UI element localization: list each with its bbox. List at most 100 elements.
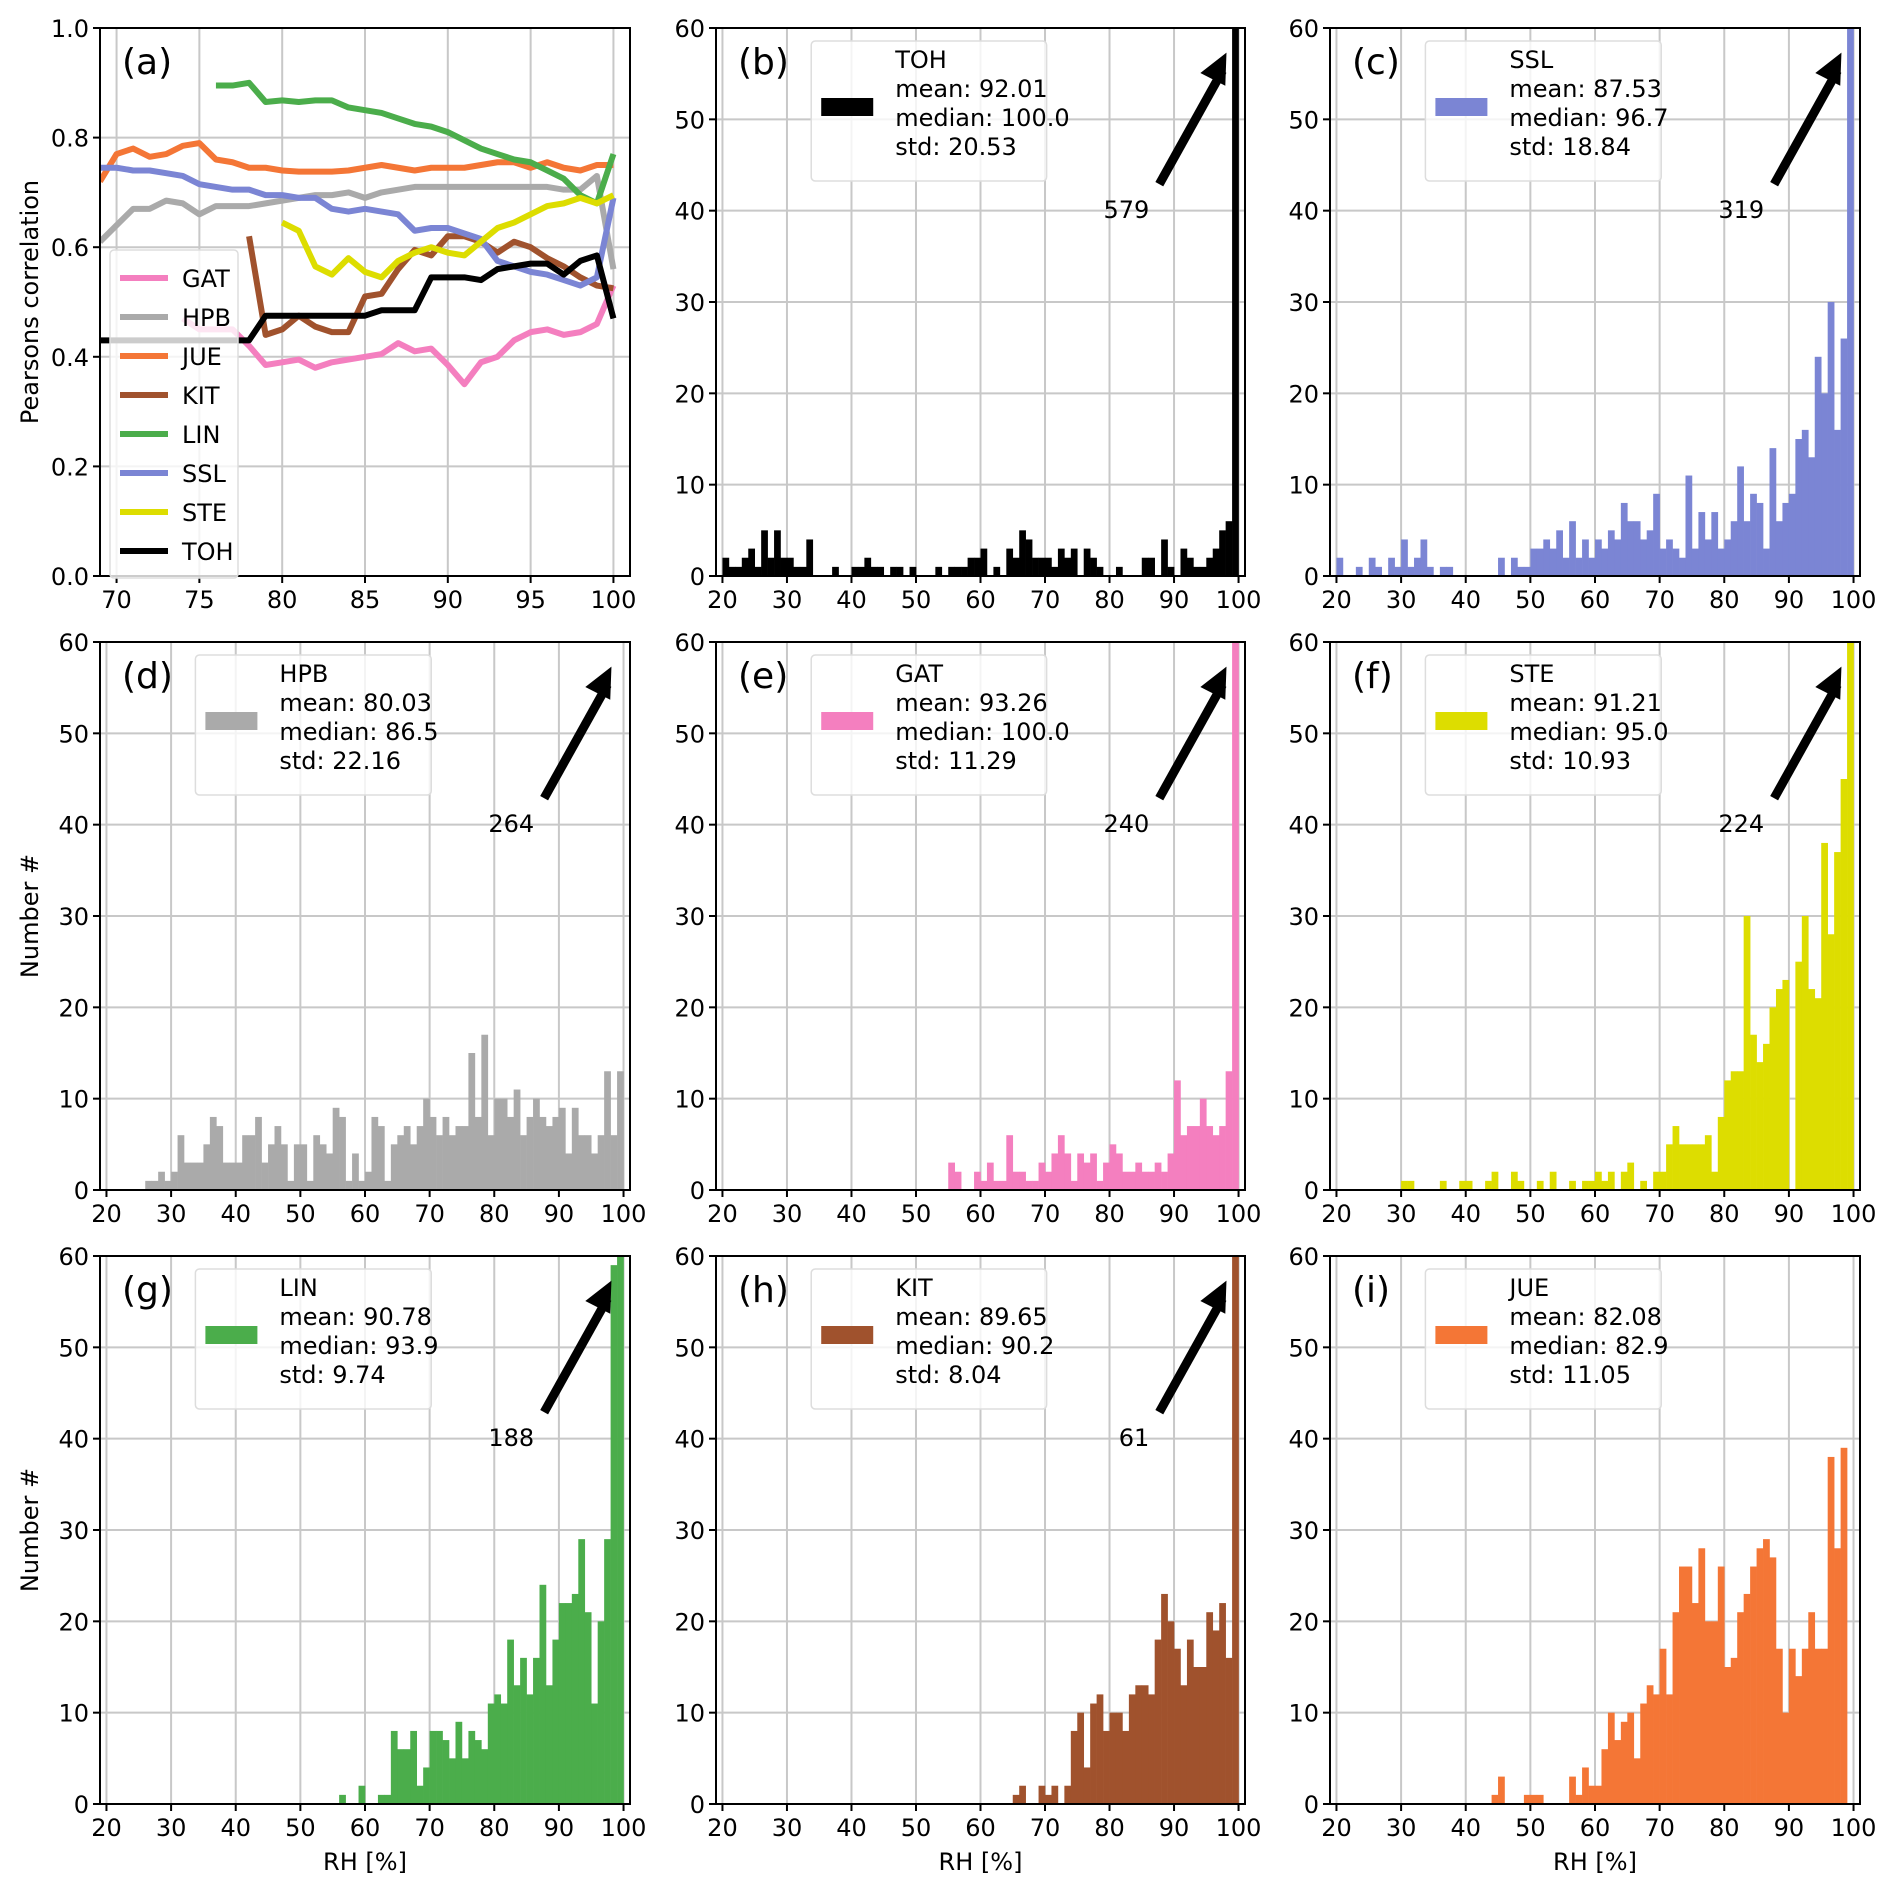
panel-label: (f)	[1352, 656, 1393, 697]
y-tick-label: 60	[674, 629, 705, 657]
x-tick-label: 90	[1159, 586, 1190, 614]
annotation-arrow	[1155, 682, 1227, 801]
bar	[761, 530, 768, 576]
bar	[242, 1135, 249, 1190]
bar	[1083, 1162, 1091, 1190]
x-tick-label: 30	[772, 586, 803, 614]
bar	[371, 1116, 379, 1190]
bar	[1025, 1180, 1033, 1190]
bar	[1556, 530, 1563, 576]
bar	[1135, 1685, 1143, 1804]
panel-label: (h)	[738, 1270, 789, 1311]
y-tick-label: 60	[674, 15, 705, 43]
bar	[1070, 1730, 1078, 1804]
y-tick-label: 20	[674, 1608, 705, 1636]
bar	[1083, 548, 1091, 576]
y-tick-label: 1.0	[51, 15, 89, 43]
bar	[1051, 1785, 1059, 1804]
y-tick-label: 30	[674, 1517, 705, 1545]
bar	[1225, 1657, 1233, 1804]
legend-label: GAT	[182, 265, 230, 293]
y-tick-label: 60	[674, 1243, 705, 1271]
y-tick-label: 30	[58, 903, 89, 931]
bar	[1750, 493, 1757, 576]
bar	[986, 1162, 994, 1190]
y-tick-label: 20	[674, 994, 705, 1022]
bar	[436, 1135, 443, 1190]
y-tick-label: 60	[1288, 15, 1319, 43]
bar	[832, 566, 839, 576]
bar	[584, 1612, 592, 1804]
x-axis-label: RH [%]	[1553, 1848, 1637, 1876]
arrow-head	[1815, 666, 1842, 700]
bar	[558, 1107, 566, 1190]
bar	[365, 1171, 372, 1190]
bar	[1685, 1566, 1693, 1804]
y-tick-label: 10	[674, 1086, 705, 1114]
bar	[1827, 302, 1835, 576]
bar	[961, 566, 968, 576]
legend-label: STE	[182, 499, 227, 527]
bar	[1057, 1135, 1065, 1190]
bar	[1193, 566, 1201, 576]
legend-swatch	[821, 1326, 874, 1344]
bar	[1465, 1180, 1473, 1190]
bar	[1704, 1621, 1712, 1804]
legend-box	[194, 1268, 432, 1410]
bar	[1756, 1548, 1764, 1804]
peak-count-label: 240	[1103, 810, 1149, 838]
bar	[1627, 1162, 1635, 1190]
legend-text: KIT	[895, 1274, 933, 1302]
x-tick-label: 30	[772, 1814, 803, 1842]
bar	[1808, 989, 1816, 1190]
bar	[410, 1730, 418, 1804]
bar	[1743, 916, 1751, 1190]
panel-label: (b)	[738, 42, 789, 83]
bar	[1219, 530, 1226, 576]
bar	[1601, 548, 1609, 576]
y-tick-label: 20	[1288, 380, 1319, 408]
bar	[799, 566, 807, 576]
bar	[974, 557, 981, 576]
bar	[597, 1135, 605, 1190]
y-axis-label: Number #	[16, 854, 44, 978]
bar	[1193, 1667, 1201, 1804]
bar	[481, 1034, 489, 1190]
bar	[1724, 1667, 1732, 1804]
y-tick-label: 30	[1288, 289, 1319, 317]
legend-box	[810, 40, 1048, 182]
bar	[1530, 1794, 1538, 1804]
y-tick-label: 30	[1288, 1517, 1319, 1545]
bar	[1847, 642, 1854, 1190]
bar	[429, 1116, 437, 1190]
bar	[1148, 557, 1155, 576]
bar	[429, 1730, 437, 1804]
bar	[526, 1694, 534, 1804]
bar	[1698, 1144, 1706, 1190]
bar	[1193, 1126, 1201, 1190]
bar	[728, 566, 736, 576]
x-axis-label: RH [%]	[323, 1848, 407, 1876]
bar	[1232, 1256, 1239, 1804]
bar	[864, 557, 872, 576]
y-tick-label: 40	[58, 812, 89, 840]
y-tick-label: 0	[74, 1791, 89, 1819]
bar	[1510, 557, 1518, 576]
x-tick-label: 60	[965, 1200, 996, 1228]
legend-text: HPB	[279, 660, 328, 688]
bar	[1064, 1785, 1072, 1804]
bar	[780, 557, 788, 576]
bar	[851, 566, 859, 576]
annotation-arrow	[1770, 682, 1842, 801]
legend-text: median: 90.2	[895, 1332, 1054, 1360]
panel-a: 70 75 80 85 90 95 100 0.0 0.2 0.4 0.6 0.8 1.0 (a) Pear…	[16, 15, 636, 614]
bar	[1595, 1785, 1602, 1804]
bar	[1161, 539, 1168, 576]
bar	[1582, 1180, 1589, 1190]
bar	[1064, 557, 1072, 576]
bar	[1821, 393, 1828, 576]
bar	[507, 1116, 514, 1190]
bar	[1225, 1071, 1233, 1190]
arrow-head	[1815, 52, 1842, 86]
bar	[1045, 1794, 1052, 1804]
